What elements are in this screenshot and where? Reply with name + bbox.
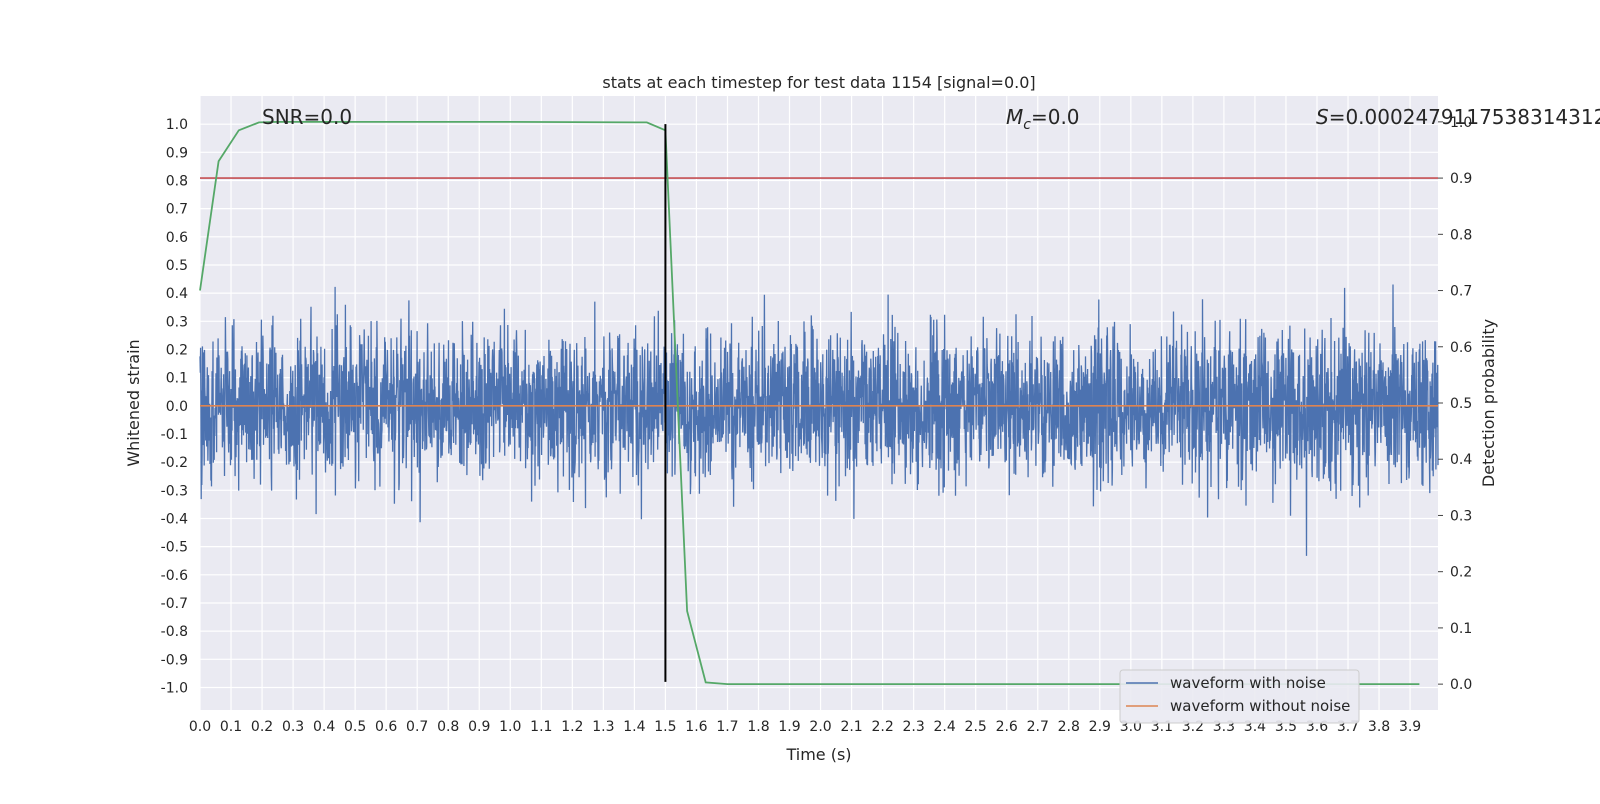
y-tick-label-right: 0.6 [1450,340,1472,356]
y-tick-label-right: 0.7 [1450,284,1472,300]
x-tick-label: 0.7 [406,719,428,735]
y-tick-label-left: 0.2 [166,342,188,358]
mc-symbol: M [1006,105,1023,129]
snr-annotation: SNR=0.0 [262,105,352,129]
y-tick-label-left: -0.1 [161,427,188,443]
x-tick-label: 1.7 [716,719,738,735]
y-tick-label-left: -0.4 [161,511,188,527]
y-tick-label-left: -0.9 [161,652,188,668]
y-tick-label-left: -0.6 [161,568,188,584]
y-tick-label-right: 0.5 [1450,396,1472,412]
y-tick-label-left: 0.0 [166,399,188,415]
y-axis-label-left: Whitened strain [124,339,143,466]
y-tick-label-left: -1.0 [161,680,188,696]
y-axis-label-right: Detection probability [1479,319,1498,487]
x-tick-label: 0.8 [437,719,459,735]
x-tick-label: 3.8 [1368,719,1390,735]
x-tick-label: 1.9 [778,719,800,735]
x-tick-label: 2.1 [840,719,862,735]
x-tick-label: 0.2 [251,719,273,735]
x-tick-label: 3.9 [1399,719,1421,735]
y-tick-label-left: 0.4 [166,286,188,302]
y-tick-label-right: 0.3 [1450,508,1472,524]
mc-value: =0.0 [1031,105,1080,129]
x-tick-label: 2.6 [996,719,1018,735]
y-tick-label-left: 0.7 [166,202,188,218]
legend-label-noise: waveform with noise [1170,674,1326,692]
y-tick-label-right: 0.1 [1450,621,1472,637]
y-tick-label-left: -0.5 [161,540,188,556]
x-tick-label: 1.4 [623,719,645,735]
detection-probability-line [199,121,1420,685]
x-tick-label: 0.3 [282,719,304,735]
y-tick-label-left: 0.1 [166,371,188,387]
x-tick-label: 1.8 [747,719,769,735]
y-tick-label-left: -0.2 [161,455,188,471]
x-tick-label: 1.1 [530,719,552,735]
x-tick-label: 0.0 [189,719,211,735]
x-tick-label: 0.4 [313,719,335,735]
y-tick-label-right: 0.2 [1450,565,1472,581]
x-tick-label: 2.3 [903,719,925,735]
x-tick-label: 2.4 [934,719,956,735]
mc-annotation: Mc=0.0 [1006,105,1080,133]
y-tick-label-left: 1.0 [166,117,188,133]
y-tick-label-right: 0.8 [1450,227,1472,243]
lines-layer [199,121,1438,685]
x-tick-label: 2.2 [871,719,893,735]
s-value: =0.00024791175383143127 [1329,105,1600,129]
x-tick-label: 1.6 [685,719,707,735]
y-tick-label-left: 0.5 [166,258,188,274]
x-axis-label: Time (s) [785,745,851,764]
y-tick-label-left: 0.3 [166,314,188,330]
legend-box [1119,669,1360,724]
y-tick-label-left: 0.9 [166,145,188,161]
x-tick-label: 2.7 [1027,719,1049,735]
chart-title: stats at each timestep for test data 115… [602,73,1035,92]
s-symbol: S [1316,105,1329,129]
y-tick-label-right: 1.0 [1450,115,1472,131]
legend-label-clean: waveform without noise [1170,697,1350,715]
y-tick-label-right: 0.9 [1450,171,1472,187]
x-tick-label: 0.9 [468,719,490,735]
y-tick-label-right: 0.4 [1450,452,1472,468]
x-tick-label: 2.9 [1089,719,1111,735]
x-tick-label: 1.2 [561,719,583,735]
y-tick-label-left: -0.7 [161,596,188,612]
s-annotation: S=0.00024791175383143127 [1316,105,1600,129]
legend: waveform with noise waveform without noi… [1119,669,1360,724]
waveform-with-noise-line [199,284,1439,556]
x-tick-label: 0.5 [344,719,366,735]
x-tick-label: 1.5 [654,719,676,735]
y-tick-label-left: -0.8 [161,624,188,640]
y-tick-label-right: 0.0 [1450,677,1472,693]
x-tick-label: 1.3 [592,719,614,735]
x-tick-label: 2.5 [965,719,987,735]
x-tick-label: 0.6 [375,719,397,735]
mc-subscript: c [1023,117,1031,133]
x-tick-label: 0.1 [220,719,242,735]
y-tick-label-left: -0.3 [161,483,188,499]
y-tick-label-left: 0.6 [166,230,188,246]
y-tick-label-left: 0.8 [166,173,188,189]
x-tick-label: 1.0 [499,719,521,735]
noise-series [199,284,1439,556]
x-tick-label: 2.0 [809,719,831,735]
x-tick-label: 2.8 [1058,719,1080,735]
